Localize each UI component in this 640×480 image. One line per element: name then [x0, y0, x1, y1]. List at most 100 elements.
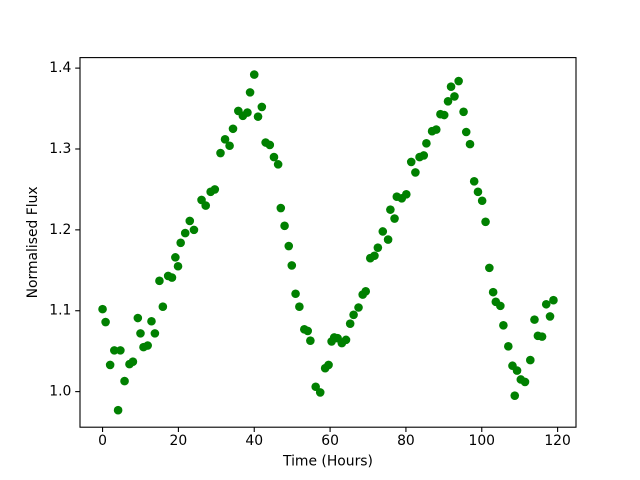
data-point: [220, 134, 230, 144]
data-point: [276, 203, 286, 213]
data-point: [386, 205, 395, 214]
data-point: [150, 329, 160, 338]
data-point: [158, 302, 168, 311]
data-point: [465, 139, 475, 149]
data-point: [545, 312, 555, 321]
data-point: [216, 148, 225, 158]
data-point: [446, 82, 456, 92]
data-point: [477, 196, 487, 206]
x-tick-label: 20: [170, 433, 188, 449]
y-tick-label: 1.1: [49, 303, 71, 319]
x-tick-label: 60: [321, 433, 339, 449]
data-point: [265, 140, 275, 150]
data-point: [349, 310, 358, 320]
data-point: [324, 360, 333, 370]
data-point: [189, 225, 199, 235]
data-point: [510, 391, 520, 400]
data-point: [499, 320, 508, 330]
data-point: [273, 160, 283, 169]
data-point: [101, 317, 110, 327]
data-point: [105, 360, 115, 370]
y-axis-label: Normalised Flux: [25, 186, 41, 298]
data-point: [526, 355, 535, 365]
y-tick-label: 1.4: [49, 60, 71, 76]
data-point: [431, 125, 441, 134]
x-tick-label: 40: [245, 433, 263, 449]
data-point: [373, 243, 383, 252]
data-point: [291, 289, 300, 299]
data-point: [287, 261, 297, 270]
data-point: [185, 216, 195, 226]
data-point: [155, 276, 164, 286]
plot-border: [79, 57, 577, 428]
data-point: [411, 168, 420, 177]
data-point: [315, 388, 325, 397]
y-tick-label: 1.2: [49, 222, 71, 238]
data-point: [303, 326, 313, 336]
data-point: [461, 127, 471, 137]
data-point: [345, 319, 355, 328]
y-tick-label: 1.0: [49, 384, 71, 400]
data-point: [469, 177, 479, 186]
data-point: [459, 107, 468, 117]
data-point: [143, 341, 152, 350]
data-point: [481, 217, 490, 227]
data-point: [257, 102, 267, 112]
data-point: [443, 96, 453, 106]
data-point: [450, 92, 459, 101]
data-point: [306, 336, 315, 345]
data-point: [253, 112, 263, 121]
data-point: [284, 241, 294, 251]
data-point: [370, 251, 379, 261]
data-point: [520, 377, 530, 387]
data-point: [176, 238, 185, 248]
data-point: [537, 332, 547, 341]
data-point: [549, 295, 558, 305]
data-point: [249, 70, 259, 79]
data-point: [419, 151, 429, 160]
data-point: [439, 110, 449, 120]
data-point: [473, 187, 483, 197]
data-point: [128, 357, 138, 366]
data-point: [225, 141, 234, 151]
data-point: [422, 139, 431, 148]
data-point: [171, 253, 180, 262]
data-point: [269, 152, 279, 162]
data-point: [504, 342, 513, 351]
data-point: [361, 287, 371, 296]
x-tick-label: 0: [98, 433, 107, 449]
data-point: [295, 302, 304, 311]
data-point: [136, 329, 145, 338]
data-point: [454, 76, 463, 86]
data-point: [354, 303, 363, 312]
data-point: [201, 201, 211, 210]
x-tick-label: 80: [397, 433, 415, 449]
data-point: [98, 304, 107, 314]
data-point: [488, 287, 498, 297]
data-point: [120, 376, 129, 386]
data-point: [402, 189, 411, 199]
data-point: [167, 273, 177, 282]
data-point: [228, 124, 238, 134]
data-point: [530, 315, 539, 324]
x-tick-label: 120: [544, 433, 571, 449]
data-point: [378, 227, 388, 236]
data-point: [210, 185, 220, 194]
data-point: [383, 235, 393, 244]
data-point: [116, 346, 125, 355]
data-point: [496, 301, 505, 311]
data-point: [245, 88, 255, 97]
data-point: [180, 228, 190, 238]
data-point: [243, 108, 252, 117]
data-point: [110, 346, 119, 355]
data-point: [541, 299, 551, 309]
data-point: [341, 335, 351, 345]
y-tick-label: 1.3: [49, 141, 71, 157]
data-point: [512, 366, 522, 375]
data-point: [485, 263, 494, 273]
data-point: [133, 313, 143, 323]
data-point: [173, 261, 183, 271]
x-tick-label: 100: [469, 433, 496, 449]
